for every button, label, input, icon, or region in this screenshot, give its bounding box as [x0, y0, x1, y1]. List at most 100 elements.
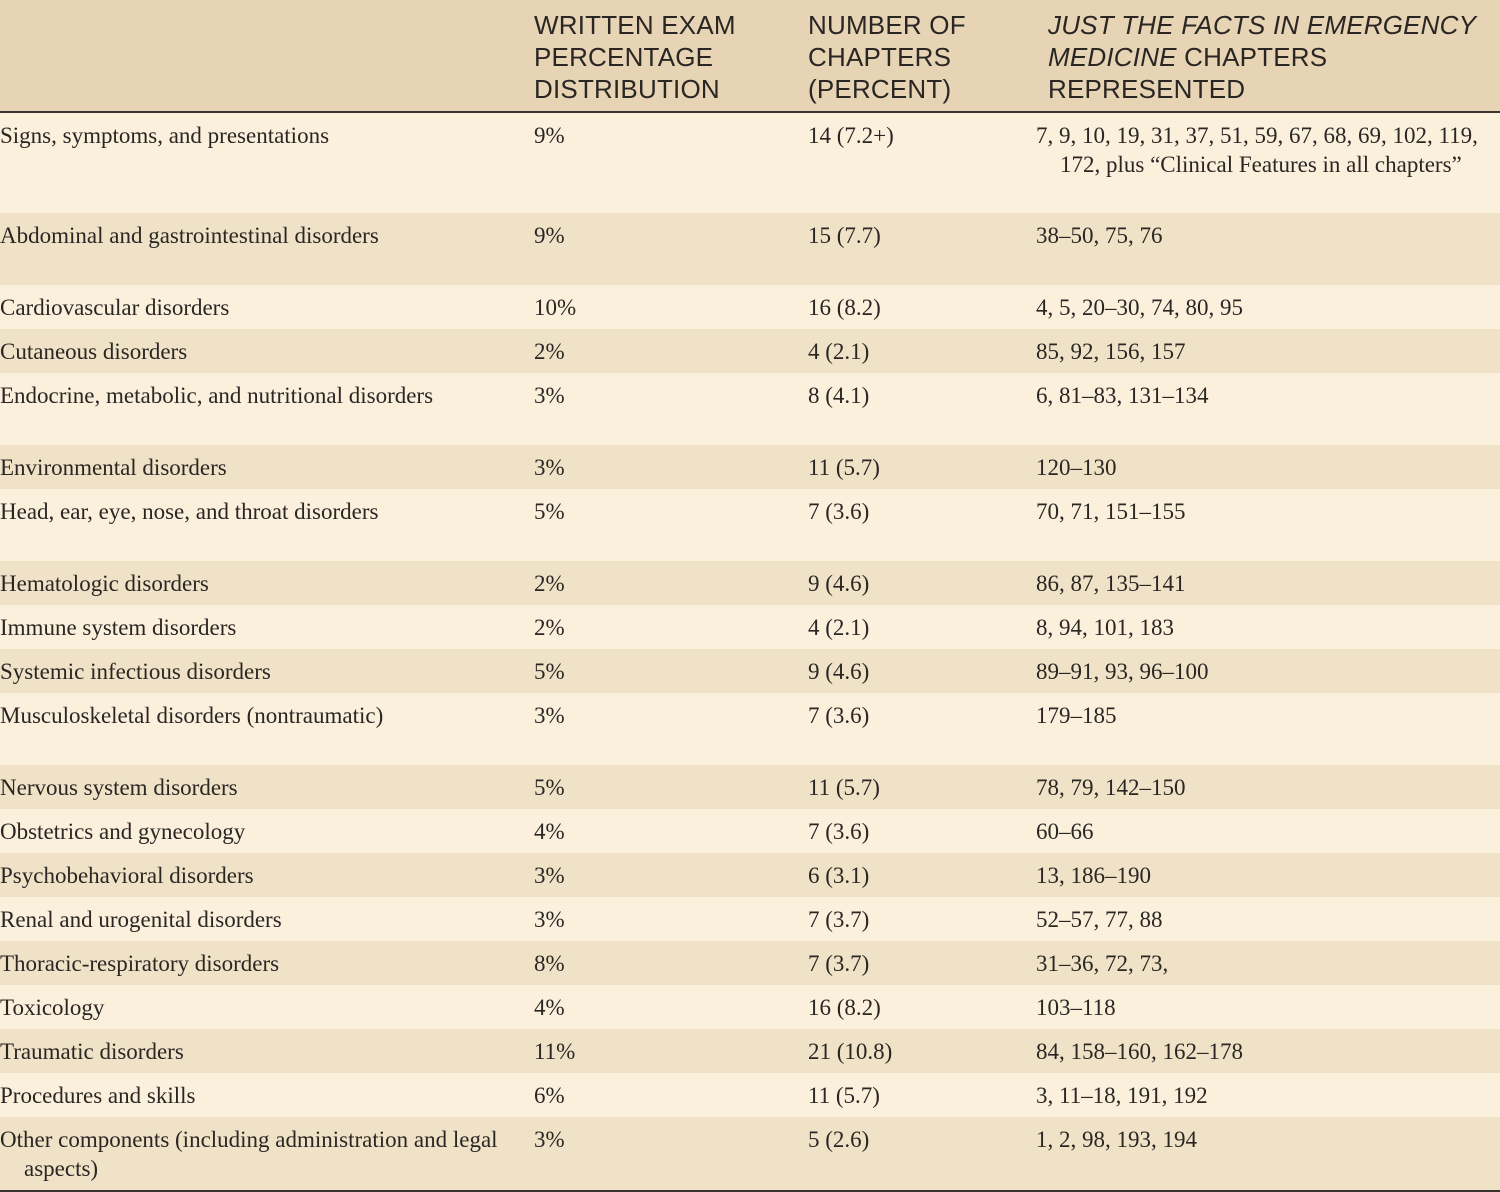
chapters-represented-cell: 103–118: [1036, 995, 1116, 1020]
exam-percent-cell: 9%: [534, 223, 565, 248]
exam-percent-cell: 11%: [534, 1039, 576, 1064]
chapters-represented-cell: 38–50, 75, 76: [1036, 223, 1163, 248]
exam-percent-cell: 5%: [534, 499, 565, 524]
chapters-count-cell: 7 (3.6): [808, 819, 870, 844]
category-cell: Signs, symptoms, and presentations: [0, 123, 330, 148]
table-row: Renal and urogenital disorders 3% 7 (3.7) 5…: [0, 897, 1500, 941]
chapters-count-cell: 4 (2.1): [808, 615, 870, 640]
table-body: Signs, symptoms, and presentations 9% 14 (…: [0, 112, 1500, 1192]
exam-percent-cell: 2%: [534, 615, 565, 640]
chapters-count-cell: 7 (3.6): [808, 703, 870, 728]
chapters-represented-cell: 31–36, 72, 73,: [1036, 951, 1169, 976]
category-cell: Endocrine, metabolic, and nutritional di…: [0, 383, 434, 408]
header-line: NUMBER OF: [808, 10, 966, 40]
header-line: PERCENTAGE: [534, 42, 714, 72]
chapters-count-cell: 16 (8.2): [808, 995, 881, 1020]
table-row: Hematologic disorders 2% 9 (4.6) 86, 87, 13…: [0, 561, 1500, 605]
table-row: Musculoskeletal disorders (nontraumatic)…: [0, 693, 1500, 765]
category-cell: Traumatic disorders: [0, 1039, 184, 1064]
chapters-represented-cell: 85, 92, 156, 157: [1036, 339, 1186, 364]
category-cell: Hematologic disorders: [0, 571, 209, 596]
chapters-represented-cell: 60–66: [1036, 819, 1094, 844]
table-row: Other components (including administrati…: [0, 1117, 1500, 1192]
category-cell: Systemic infectious disorders: [0, 659, 271, 684]
chapters-represented-cell: 84, 158–160, 162–178: [1036, 1039, 1243, 1064]
chapters-represented-cell: 4, 5, 20–30, 74, 80, 95: [1036, 295, 1243, 320]
chapters-represented-cell: 89–91, 93, 96–100: [1036, 659, 1209, 684]
table-row: Signs, symptoms, and presentations 9% 14 (…: [0, 112, 1500, 213]
category-cell: Nervous system disorders: [0, 775, 238, 800]
chapters-count-cell: 11 (5.7): [808, 455, 880, 480]
exam-percent-cell: 3%: [534, 907, 565, 932]
table-row: Immune system disorders 2% 4 (2.1) 8, 94, 1…: [0, 605, 1500, 649]
table-row: Traumatic disorders 11% 21 (10.8) 84, 158–1…: [0, 1029, 1500, 1073]
table-row: Endocrine, metabolic, and nutritional di…: [0, 373, 1500, 445]
exam-percent-cell: 2%: [534, 339, 565, 364]
chapters-represented-cell: 120–130: [1036, 455, 1117, 480]
chapters-represented-cell: 3, 11–18, 191, 192: [1036, 1083, 1208, 1108]
chapters-count-cell: 7 (3.6): [808, 499, 870, 524]
table-row: Environmental disorders 3% 11 (5.7) 120–130: [0, 445, 1500, 489]
chapters-count-cell: 7 (3.7): [808, 907, 870, 932]
chapters-count-cell: 21 (10.8): [808, 1039, 893, 1064]
chapters-represented-cell: 86, 87, 135–141: [1036, 571, 1186, 596]
table-row: Thoracic-respiratory disorders 8% 7 (3.7) 3…: [0, 941, 1500, 985]
table-row: Nervous system disorders 5% 11 (5.7) 78, 79…: [0, 765, 1500, 809]
chapters-count-cell: 9 (4.6): [808, 659, 870, 684]
header-category: [0, 0, 522, 113]
category-cell: Cutaneous disorders: [0, 339, 188, 364]
chapters-represented-cell: 179–185: [1036, 703, 1117, 728]
chapters-count-cell: 8 (4.1): [808, 383, 870, 408]
exam-percent-cell: 6%: [534, 1083, 565, 1108]
category-cell: Procedures and skills: [0, 1083, 196, 1108]
category-cell: Toxicology: [0, 995, 105, 1020]
exam-percent-cell: 3%: [522, 1117, 796, 1192]
category-cell: Immune system disorders: [0, 615, 237, 640]
table-row: Cutaneous disorders 2% 4 (2.1) 85, 92, 156,…: [0, 329, 1500, 373]
exam-percent-cell: 4%: [534, 995, 565, 1020]
header-row: WRITTEN EXAM PERCENTAGE DISTRIBUTION NUM…: [0, 0, 1500, 113]
category-cell: Head, ear, eye, nose, and throat disorde…: [0, 499, 379, 524]
exam-percent-cell: 3%: [534, 383, 565, 408]
category-cell: Cardiovascular disorders: [0, 295, 230, 320]
table-row: Obstetrics and gynecology 4% 7 (3.6) 60–66: [0, 809, 1500, 853]
header-chapters-represented-text: CHAPTERS REPRESENTED: [1048, 42, 1328, 104]
chapters-represented-cell: 7, 9, 10, 19, 31, 37, 51, 59, 67, 68, 69…: [1036, 123, 1478, 177]
chapters-represented-cell: 6, 81–83, 131–134: [1036, 383, 1209, 408]
chapters-count-cell: 15 (7.7): [808, 223, 881, 248]
header-chapters-represented: JUST THE FACTS IN EMERGENCY MEDICINE CHA…: [1036, 0, 1500, 113]
category-cell: Psychobehavioral disorders: [0, 863, 254, 888]
table-header: WRITTEN EXAM PERCENTAGE DISTRIBUTION NUM…: [0, 0, 1500, 113]
category-cell: Renal and urogenital disorders: [0, 907, 282, 932]
exam-percent-cell: 9%: [534, 123, 565, 148]
exam-percent-cell: 2%: [534, 571, 565, 596]
table-row: Psychobehavioral disorders 3% 6 (3.1) 13, 1…: [0, 853, 1500, 897]
table-row: Abdominal and gastrointestinal disorders…: [0, 213, 1500, 285]
header-exam-distribution: WRITTEN EXAM PERCENTAGE DISTRIBUTION: [522, 0, 796, 113]
category-cell: Thoracic-respiratory disorders: [0, 951, 280, 976]
header-number-of-chapters: NUMBER OF CHAPTERS (PERCENT): [796, 0, 1036, 113]
exam-percent-cell: 3%: [534, 863, 565, 888]
chapters-count-cell: 16 (8.2): [808, 295, 881, 320]
table-row: Cardiovascular disorders 10% 16 (8.2) 4, 5,…: [0, 285, 1500, 329]
header-book-title-part1: JUST THE FACTS IN EMERGENCY: [1048, 10, 1477, 40]
header-line: (PERCENT): [808, 74, 952, 104]
chapters-count-cell: 5 (2.6): [796, 1117, 1036, 1192]
exam-percent-cell: 3%: [534, 703, 565, 728]
chapters-represented-cell: 70, 71, 151–155: [1036, 499, 1186, 524]
chapters-represented-cell: 78, 79, 142–150: [1036, 775, 1186, 800]
chapters-count-cell: 11 (5.7): [808, 775, 880, 800]
table-row: Procedures and skills 6% 11 (5.7) 3, 11–18,…: [0, 1073, 1500, 1117]
category-cell: Other components (including administrati…: [0, 1117, 522, 1192]
chapters-count-cell: 6 (3.1): [808, 863, 870, 888]
header-line: CHAPTERS: [808, 42, 952, 72]
chapters-count-cell: 7 (3.7): [808, 951, 870, 976]
table-row: Systemic infectious disorders 5% 9 (4.6) 8…: [0, 649, 1500, 693]
exam-percent-cell: 4%: [534, 819, 565, 844]
chapters-count-cell: 9 (4.6): [808, 571, 870, 596]
chapters-represented-cell: 13, 186–190: [1036, 863, 1151, 888]
exam-percent-cell: 8%: [534, 951, 565, 976]
table-row: Head, ear, eye, nose, and throat disorde…: [0, 489, 1500, 561]
category-cell: Musculoskeletal disorders (nontraumatic): [0, 703, 384, 728]
